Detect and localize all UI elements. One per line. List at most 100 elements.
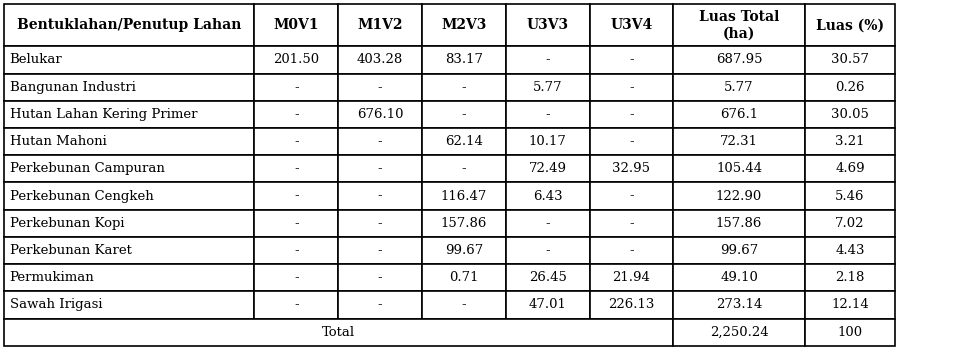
Bar: [589, 101, 673, 128]
Bar: [506, 128, 589, 155]
Text: 201.50: 201.50: [274, 54, 320, 66]
Bar: [421, 291, 506, 318]
Bar: [589, 47, 673, 74]
Text: 26.45: 26.45: [529, 271, 566, 284]
Bar: [673, 264, 804, 291]
Text: -: -: [629, 81, 634, 94]
Bar: [254, 182, 338, 210]
Bar: [4, 101, 254, 128]
Text: -: -: [294, 217, 299, 230]
Bar: [254, 74, 338, 101]
Bar: [506, 182, 589, 210]
Bar: [673, 318, 804, 346]
Text: 105.44: 105.44: [716, 162, 762, 175]
Text: 226.13: 226.13: [609, 299, 655, 312]
Text: -: -: [545, 217, 550, 230]
Text: 5.77: 5.77: [533, 81, 563, 94]
Text: -: -: [629, 190, 634, 203]
Text: -: -: [377, 135, 382, 148]
Text: -: -: [294, 190, 299, 203]
Text: -: -: [545, 54, 550, 66]
Bar: [673, 155, 804, 182]
Text: 122.90: 122.90: [716, 190, 762, 203]
Text: 4.43: 4.43: [835, 244, 865, 257]
Text: -: -: [629, 135, 634, 148]
Bar: [506, 237, 589, 264]
Text: -: -: [462, 108, 467, 121]
Text: 4.69: 4.69: [835, 162, 865, 175]
Text: 116.47: 116.47: [441, 190, 487, 203]
Bar: [338, 4, 421, 47]
Bar: [506, 47, 589, 74]
Bar: [804, 291, 896, 318]
Bar: [4, 182, 254, 210]
Text: -: -: [629, 54, 634, 66]
Bar: [254, 128, 338, 155]
Text: Hutan Mahoni: Hutan Mahoni: [10, 135, 107, 148]
Text: -: -: [377, 271, 382, 284]
Bar: [4, 264, 254, 291]
Bar: [673, 74, 804, 101]
Text: 47.01: 47.01: [529, 299, 566, 312]
Bar: [254, 4, 338, 47]
Text: 5.46: 5.46: [835, 190, 865, 203]
Text: Bentuklahan/Penutup Lahan: Bentuklahan/Penutup Lahan: [17, 18, 241, 32]
Bar: [804, 237, 896, 264]
Bar: [506, 264, 589, 291]
Bar: [589, 291, 673, 318]
Text: 49.10: 49.10: [720, 271, 758, 284]
Bar: [4, 291, 254, 318]
Bar: [421, 4, 506, 47]
Text: U3V3: U3V3: [526, 18, 568, 32]
Bar: [254, 210, 338, 237]
Text: -: -: [545, 108, 550, 121]
Text: 0.26: 0.26: [835, 81, 865, 94]
Text: Sawah Irigasi: Sawah Irigasi: [10, 299, 102, 312]
Text: Belukar: Belukar: [10, 54, 62, 66]
Bar: [589, 237, 673, 264]
Bar: [506, 155, 589, 182]
Bar: [673, 4, 804, 47]
Text: Luas Total
(ha): Luas Total (ha): [699, 10, 780, 40]
Bar: [506, 74, 589, 101]
Bar: [338, 182, 421, 210]
Text: -: -: [629, 217, 634, 230]
Text: -: -: [294, 108, 299, 121]
Bar: [589, 264, 673, 291]
Bar: [254, 237, 338, 264]
Text: -: -: [377, 190, 382, 203]
Bar: [338, 291, 421, 318]
Bar: [254, 47, 338, 74]
Text: 273.14: 273.14: [716, 299, 762, 312]
Bar: [254, 101, 338, 128]
Bar: [673, 128, 804, 155]
Bar: [506, 210, 589, 237]
Bar: [338, 237, 421, 264]
Text: Permukiman: Permukiman: [10, 271, 94, 284]
Bar: [4, 210, 254, 237]
Bar: [804, 210, 896, 237]
Text: 2.18: 2.18: [835, 271, 865, 284]
Bar: [673, 47, 804, 74]
Text: -: -: [294, 271, 299, 284]
Bar: [4, 47, 254, 74]
Text: -: -: [294, 162, 299, 175]
Bar: [589, 210, 673, 237]
Bar: [804, 4, 896, 47]
Text: 157.86: 157.86: [441, 217, 487, 230]
Text: Perkebunan Cengkeh: Perkebunan Cengkeh: [10, 190, 154, 203]
Bar: [4, 155, 254, 182]
Bar: [673, 291, 804, 318]
Bar: [506, 101, 589, 128]
Bar: [338, 264, 421, 291]
Bar: [421, 74, 506, 101]
Text: 30.05: 30.05: [831, 108, 869, 121]
Text: 99.67: 99.67: [444, 244, 483, 257]
Bar: [804, 74, 896, 101]
Text: U3V4: U3V4: [611, 18, 653, 32]
Bar: [506, 4, 589, 47]
Bar: [421, 155, 506, 182]
Text: 21.94: 21.94: [612, 271, 650, 284]
Text: 100: 100: [837, 326, 862, 339]
Bar: [4, 128, 254, 155]
